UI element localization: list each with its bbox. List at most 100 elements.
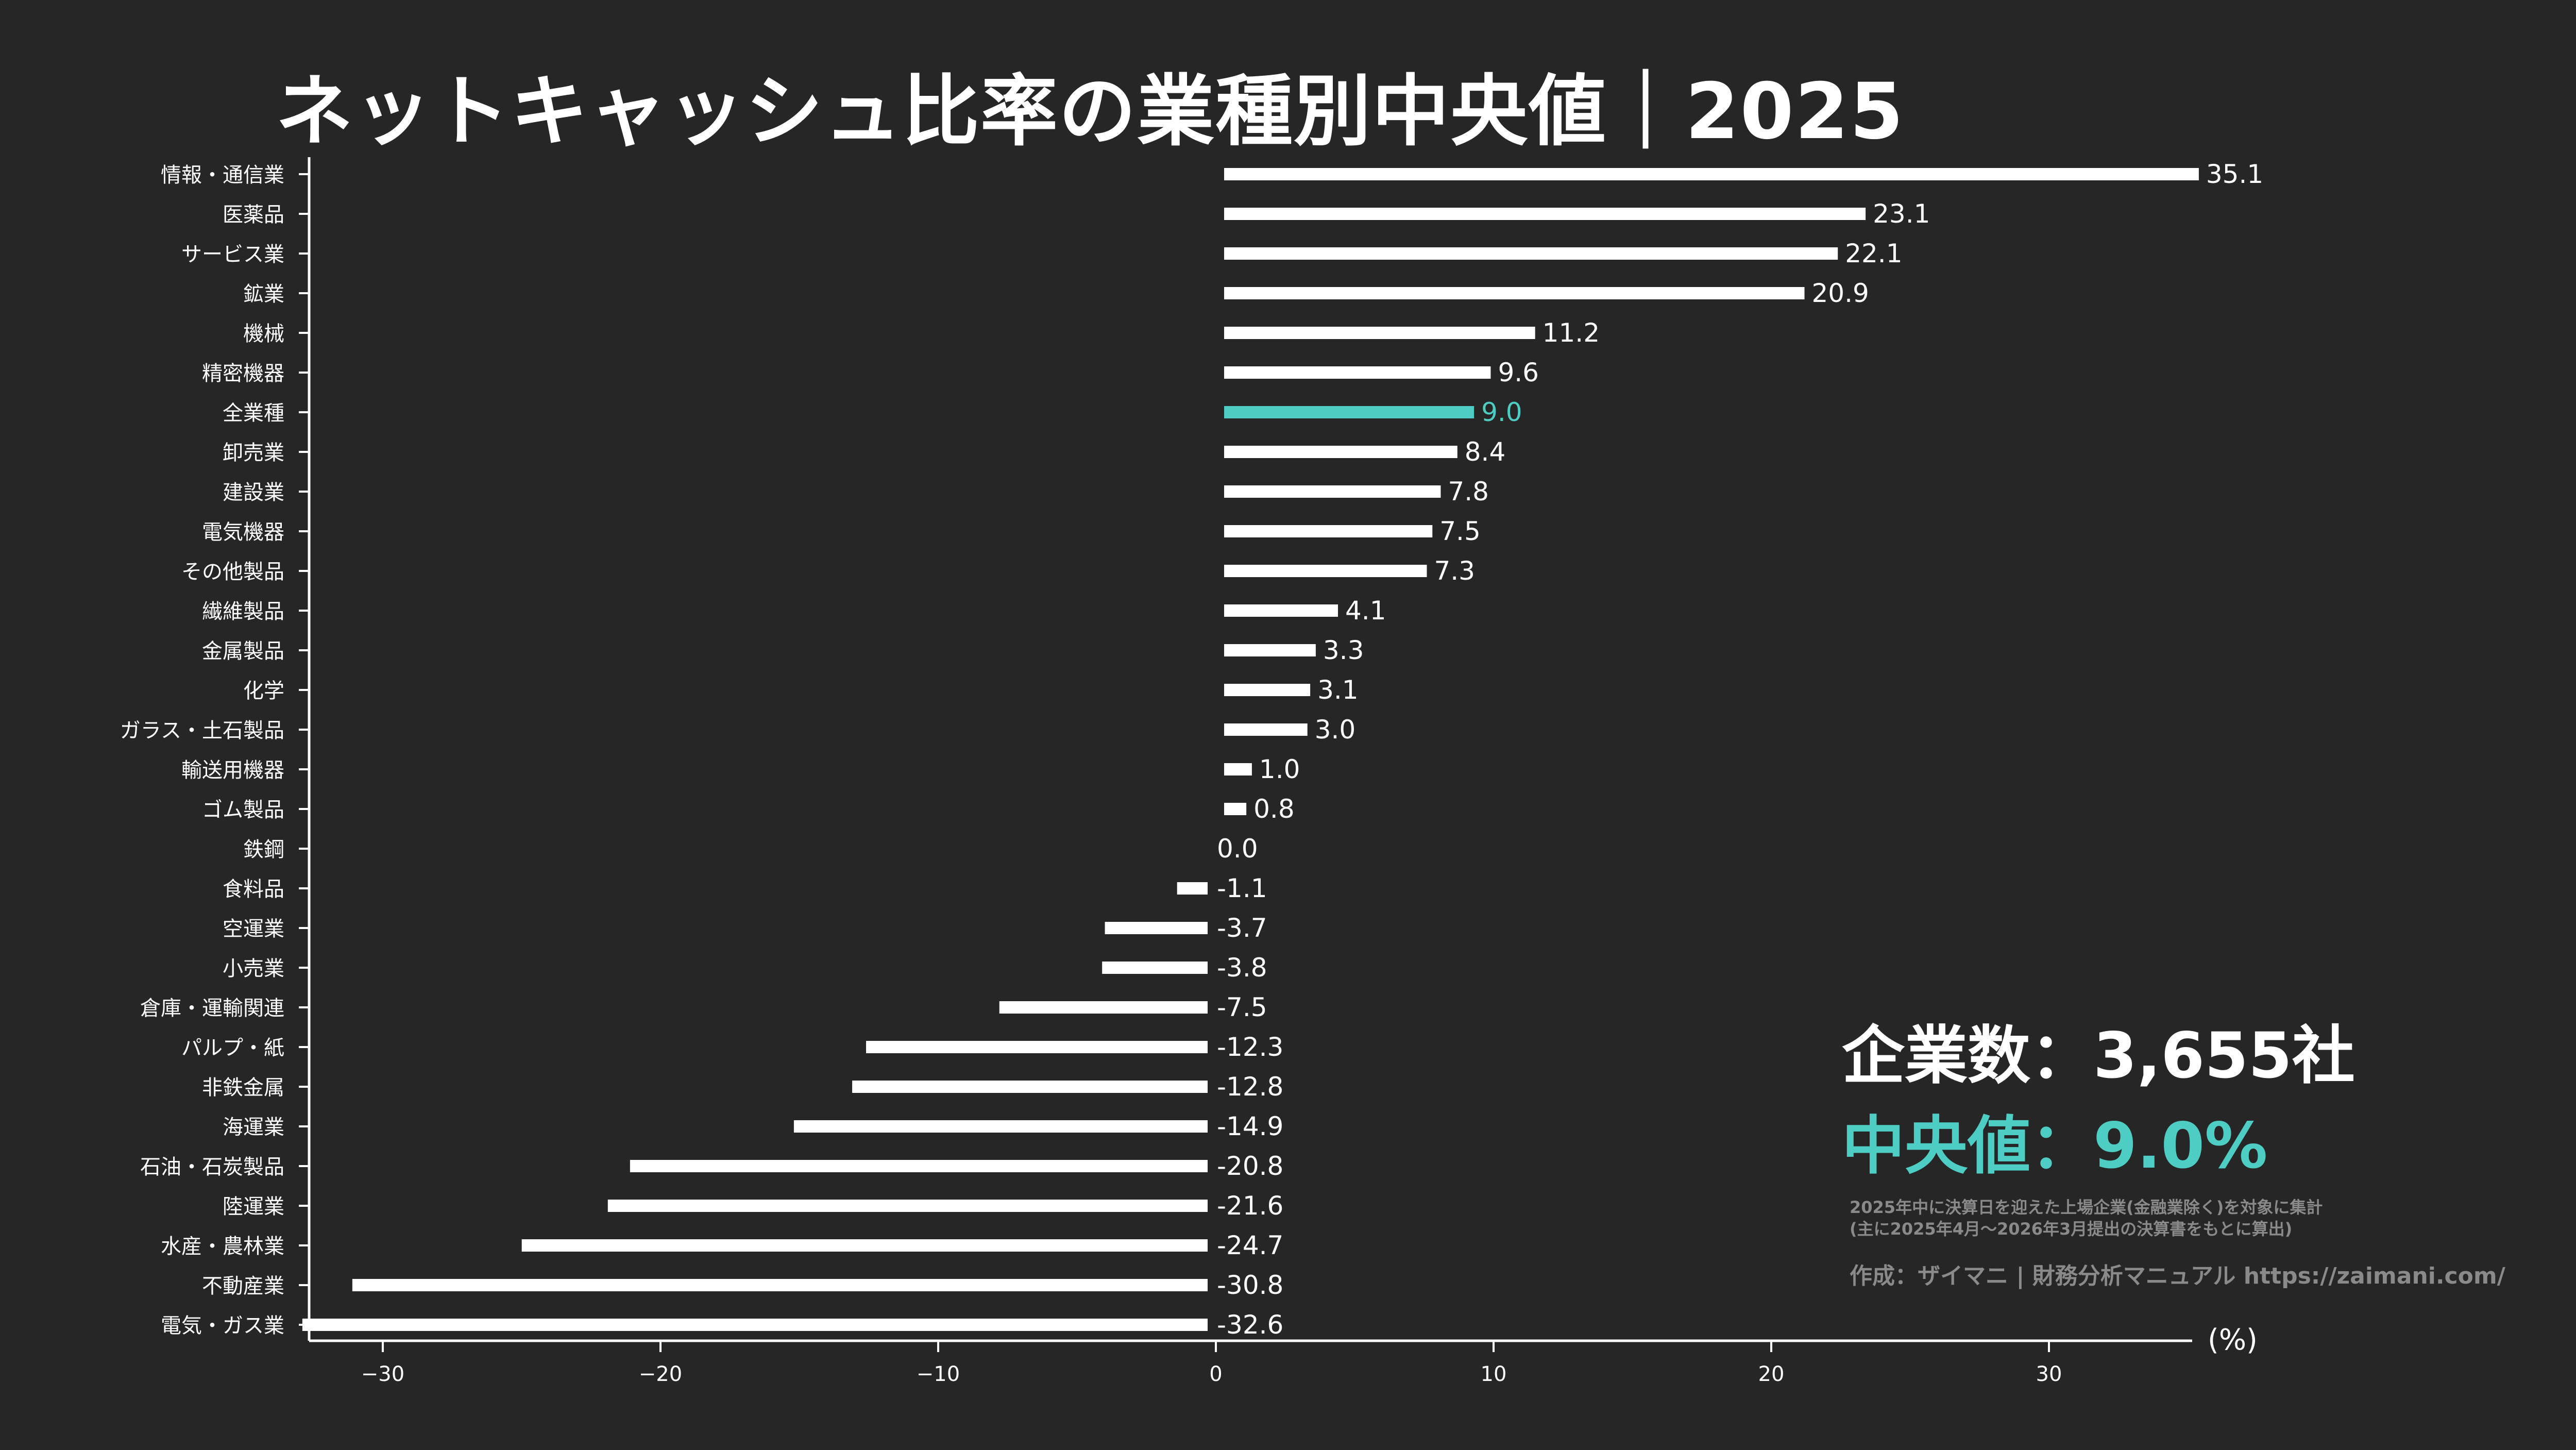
category-label: 水産・農林業 <box>161 1235 284 1258</box>
category-label: 電気・ガス業 <box>161 1314 284 1338</box>
bar <box>866 1041 1208 1053</box>
category-label: パルプ・紙 <box>181 1036 284 1060</box>
value-label: -12.8 <box>1217 1072 1283 1102</box>
value-label: -21.6 <box>1217 1191 1283 1221</box>
value-label: -24.7 <box>1217 1230 1283 1260</box>
value-label: 9.6 <box>1498 358 1539 387</box>
bar <box>1224 168 2199 180</box>
category-label: 不動産業 <box>202 1274 284 1298</box>
bar <box>521 1239 1208 1252</box>
category-label: 電気機器 <box>202 520 284 544</box>
category-label: 倉庫・運輸関連 <box>140 997 284 1020</box>
value-label: -3.7 <box>1217 913 1267 943</box>
credit-line: 作成：ザイマニ | 財務分析マニュアル https://zaimani.com/ <box>1850 1263 2505 1289</box>
category-label: ゴム製品 <box>202 798 284 822</box>
bar <box>302 1319 1208 1331</box>
unit-label: (%) <box>2208 1323 2258 1357</box>
value-label: 9.0 <box>1481 397 1522 427</box>
value-label: 3.0 <box>1315 715 1356 745</box>
bar <box>1224 525 1433 537</box>
bar <box>607 1200 1208 1212</box>
bar <box>1224 485 1441 498</box>
value-label: 3.3 <box>1323 635 1364 665</box>
value-label: 0.8 <box>1253 794 1295 824</box>
category-label: ガラス・土石製品 <box>120 719 284 743</box>
value-label: 3.1 <box>1317 675 1359 705</box>
category-label: 空運業 <box>223 917 284 941</box>
value-label: 4.1 <box>1345 596 1386 626</box>
bar <box>1224 803 1247 815</box>
value-label: 35.1 <box>2206 159 2263 189</box>
x-tick-label: 10 <box>1481 1362 1507 1386</box>
bar <box>1224 723 1308 736</box>
chart-bars <box>302 168 2199 1331</box>
category-label: 情報・通信業 <box>161 163 284 187</box>
value-label: 23.1 <box>1873 199 1930 229</box>
x-tick-label: −20 <box>639 1362 682 1386</box>
x-tick-label: −30 <box>361 1362 404 1386</box>
bar <box>1224 247 1838 260</box>
category-label: 鉄鋼 <box>243 838 284 862</box>
value-label: -3.8 <box>1217 953 1267 983</box>
value-label: -30.8 <box>1217 1270 1283 1300</box>
value-label: 7.5 <box>1439 516 1481 546</box>
category-label: 機械 <box>243 322 284 346</box>
company-count: 企業数：3,655社 <box>1842 1019 2355 1092</box>
bar <box>1224 446 1458 458</box>
bar <box>793 1120 1208 1133</box>
category-label: 繊維製品 <box>202 600 284 623</box>
chart-axes: −30 −20 −10 0 10 20 30 <box>299 157 2192 1386</box>
x-tick-label: 20 <box>1758 1362 1785 1386</box>
category-label: サービス業 <box>181 243 284 266</box>
category-label: 石油・石炭製品 <box>140 1155 284 1179</box>
category-label: 化学 <box>243 679 284 703</box>
value-label: -32.6 <box>1217 1310 1283 1340</box>
bar <box>1177 882 1208 895</box>
category-label: 非鉄金属 <box>202 1076 284 1100</box>
bar <box>630 1160 1208 1172</box>
value-label: 0.0 <box>1217 834 1258 864</box>
category-label: 鉱業 <box>243 282 284 306</box>
bar <box>852 1081 1208 1093</box>
category-label: 金属製品 <box>202 639 284 663</box>
category-label: 建設業 <box>223 481 284 504</box>
bar <box>1224 763 1252 775</box>
x-tick-label: 30 <box>2036 1362 2062 1386</box>
bar <box>1224 565 1427 577</box>
bar <box>1224 287 1805 299</box>
bar <box>999 1001 1208 1014</box>
bar <box>1224 208 1866 220</box>
value-label: -14.9 <box>1217 1111 1283 1141</box>
bar <box>1224 684 1311 696</box>
value-label: 11.2 <box>1543 318 1600 348</box>
note-line-2: (主に2025年4月～2026年3月提出の決算書をもとに算出) <box>1850 1219 2293 1239</box>
category-label: 小売業 <box>223 957 284 981</box>
category-label: 海運業 <box>223 1116 284 1139</box>
value-label: 22.1 <box>1845 239 1902 268</box>
bar <box>1224 604 1338 617</box>
bar <box>1224 644 1316 656</box>
category-label: 食料品 <box>223 878 284 901</box>
value-label: 1.0 <box>1259 754 1300 784</box>
value-label: 7.8 <box>1448 477 1489 507</box>
value-label: 20.9 <box>1812 278 1869 308</box>
chart-title: ネットキャッシュ比率の業種別中央値｜2025 <box>276 67 1905 157</box>
category-label: 医薬品 <box>223 203 284 227</box>
bar <box>1105 922 1208 934</box>
category-label: 卸売業 <box>223 441 284 465</box>
category-label: 全業種 <box>223 401 284 425</box>
category-label: 陸運業 <box>223 1195 284 1219</box>
value-label: -12.3 <box>1217 1032 1283 1062</box>
bar <box>1224 327 1535 339</box>
chart-labels: 情報・通信業 35.1 医薬品 23.1 サービス業 22.1 鉱業 20.9 機械 11.2 精密… <box>120 159 2263 1340</box>
x-tick-label: 0 <box>1209 1362 1222 1386</box>
note-line-1: 2025年中に決算日を迎えた上場企業(金融業除く)を対象に集計 <box>1850 1198 2323 1217</box>
value-label: -20.8 <box>1217 1151 1283 1181</box>
bar <box>1224 406 1475 418</box>
category-label: 精密機器 <box>202 362 284 385</box>
x-tick-label: −10 <box>917 1362 960 1386</box>
bar <box>352 1279 1208 1291</box>
bar <box>1224 366 1491 379</box>
bar <box>1102 962 1208 974</box>
